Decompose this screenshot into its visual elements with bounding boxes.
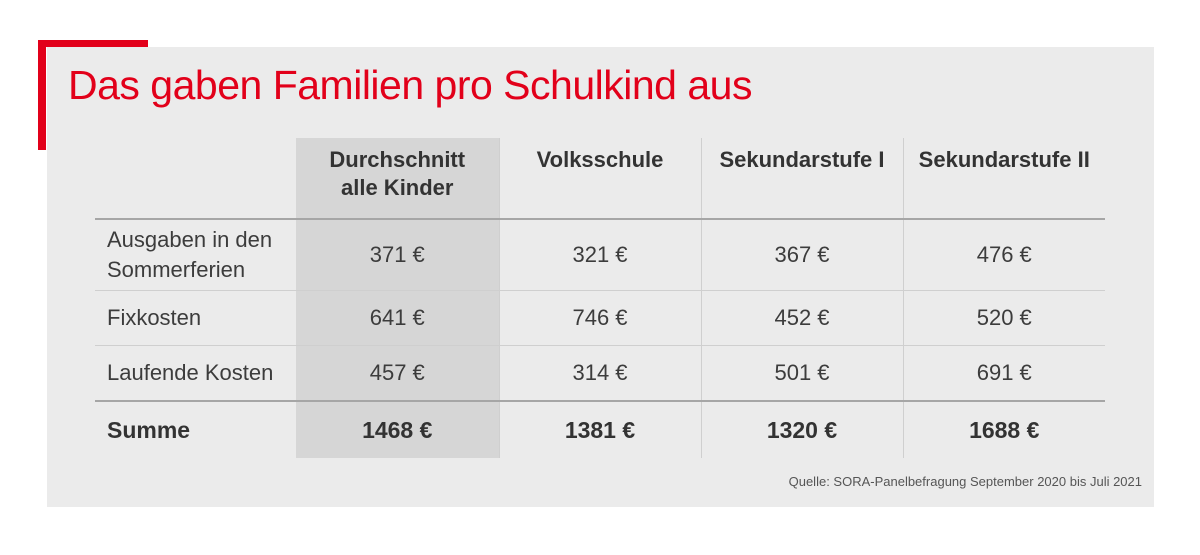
sum-row: Summe 1468 € 1381 € 1320 € 1688 € [95, 401, 1105, 458]
column-header: Sekundarstufe II [902, 138, 1105, 220]
sum-cell: 1320 € [700, 401, 903, 458]
table-row: Laufende Kosten 457 € 314 € 501 € 691 € [95, 345, 1105, 402]
table-cell: 371 € [296, 219, 499, 291]
column-header-line1: Sekundarstufe I [719, 147, 885, 172]
column-header-line1: Volksschule [536, 147, 664, 172]
column-header-line1: Durchschnitt [329, 147, 466, 172]
chart-title: Das gaben Familien pro Schulkind aus [68, 62, 752, 108]
column-header-line2: alle Kinder [341, 175, 454, 200]
table-cell: 321 € [498, 219, 701, 291]
row-label: Fixkosten [95, 290, 296, 346]
table-cell: 520 € [902, 290, 1105, 346]
table-cell: 746 € [498, 290, 701, 346]
column-header-line1: Sekundarstufe II [918, 147, 1090, 172]
row-label: Laufende Kosten [95, 345, 296, 402]
table-cell: 691 € [902, 345, 1105, 402]
table-cell: 641 € [296, 290, 499, 346]
table-cell: 457 € [296, 345, 499, 402]
sum-cell: 1468 € [296, 401, 499, 458]
table-cell: 452 € [700, 290, 903, 346]
source-note: Quelle: SORA-Panelbefragung September 20… [788, 474, 1142, 489]
column-header: Durchschnitt alle Kinder [296, 138, 499, 220]
column-header: Volksschule [498, 138, 701, 220]
data-table-wrapper: Durchschnitt alle Kinder Volksschule Sek… [95, 138, 1105, 458]
column-header: Sekundarstufe I [700, 138, 903, 220]
accent-bar-horizontal [38, 40, 148, 47]
row-label-line1: Ausgaben in den [107, 227, 273, 252]
accent-bar-vertical [38, 40, 46, 150]
row-label-line2: Sommerferien [107, 257, 246, 282]
row-label: Summe [107, 417, 191, 443]
table-cell: 367 € [700, 219, 903, 291]
table-cell: 501 € [700, 345, 903, 402]
sum-cell: 1688 € [902, 401, 1105, 458]
sum-cell: 1381 € [498, 401, 701, 458]
table-cell: 314 € [498, 345, 701, 402]
data-table: Durchschnitt alle Kinder Volksschule Sek… [95, 138, 1105, 458]
header-row: Durchschnitt alle Kinder Volksschule Sek… [95, 138, 1105, 220]
table-cell: 476 € [902, 219, 1105, 291]
table-row: Fixkosten 641 € 746 € 452 € 520 € [95, 290, 1105, 346]
table-row: Ausgaben in den Sommerferien 371 € 321 €… [95, 219, 1105, 291]
header-corner-cell [95, 138, 296, 220]
row-label: Ausgaben in den Sommerferien [95, 219, 296, 291]
